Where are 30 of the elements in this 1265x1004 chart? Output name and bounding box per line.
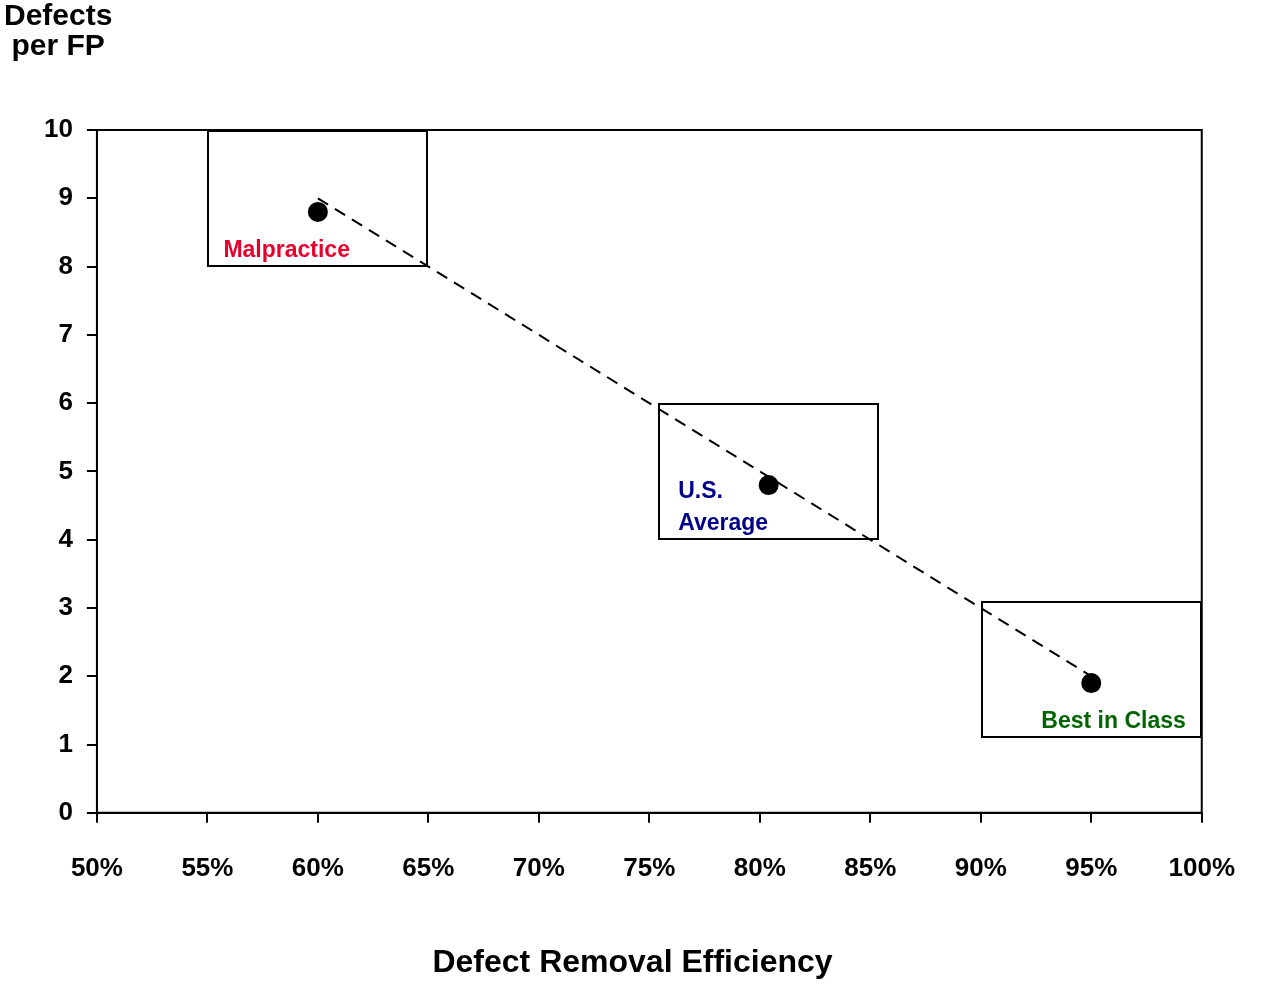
- x-tick-label: 90%: [954, 851, 1007, 882]
- annotation: U.S. Average: [678, 475, 769, 537]
- x-tick-label: 55%: [181, 851, 234, 882]
- x-tick-label: 100%: [1168, 851, 1235, 882]
- annotation: Best in Class: [1041, 705, 1186, 735]
- y-tick-label: 4: [58, 522, 74, 553]
- y-tick-label: 7: [58, 318, 73, 349]
- y-axis-title: Defects per FP: [4, 0, 113, 61]
- y-tick-label: 5: [58, 454, 73, 485]
- y-tick-label: 0: [58, 795, 73, 826]
- y-tick-label: 8: [58, 249, 73, 280]
- annotation: Malpractice: [223, 234, 350, 264]
- point: [758, 475, 779, 496]
- x-tick-label: 60%: [291, 851, 344, 882]
- point: [1081, 673, 1102, 694]
- x-tick-label: 85%: [844, 851, 897, 882]
- x-tick-label: 95%: [1065, 851, 1118, 882]
- x-tick-label: 50%: [70, 851, 123, 882]
- point: [307, 201, 328, 222]
- x-tick-label: 65%: [402, 851, 455, 882]
- y-tick-label: 3: [58, 591, 73, 622]
- x-axis-title: Defect Removal Efficiency: [431, 942, 834, 980]
- x-tick-label: 80%: [733, 851, 786, 882]
- x-tick-label: 70%: [512, 851, 565, 882]
- y-tick-label: 9: [58, 181, 73, 212]
- y-tick-label: 2: [58, 659, 73, 690]
- y-tick-label: 1: [58, 727, 73, 758]
- y-tick-label: 6: [58, 386, 73, 417]
- y-tick-label: 10: [44, 113, 73, 144]
- x-tick-label: 75%: [623, 851, 676, 882]
